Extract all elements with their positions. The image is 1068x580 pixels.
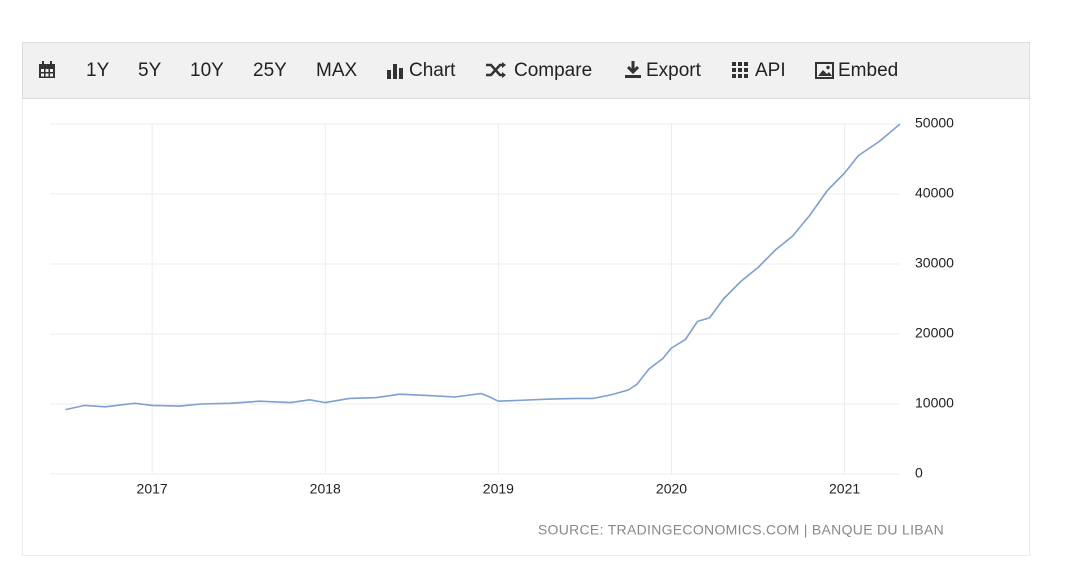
- chart-icon: [387, 64, 403, 79]
- x-tick-label: 2019: [483, 481, 514, 497]
- y-tick-label: 40000: [915, 185, 954, 201]
- data-line: [65, 123, 901, 411]
- export-icon: [625, 61, 641, 78]
- export-button[interactable]: Export: [646, 60, 701, 81]
- x-tick-label: 2018: [310, 481, 341, 497]
- range-button[interactable]: MAX: [316, 60, 358, 81]
- toolbar: 1Y 5Y 10Y 25Y MAX Chart Compare Export A…: [22, 42, 1030, 99]
- api-icon: [732, 62, 748, 78]
- compare-icon: [486, 62, 506, 78]
- x-tick-label: 2020: [656, 481, 687, 497]
- source-note: SOURCE: TRADINGECONOMICS.COM | BANQUE DU…: [538, 522, 944, 538]
- embed-icon: [815, 62, 834, 79]
- range-button[interactable]: 10Y: [190, 60, 224, 81]
- y-tick-label: 30000: [915, 255, 954, 271]
- y-tick-label: 20000: [915, 325, 954, 341]
- api-button[interactable]: API: [755, 60, 786, 81]
- y-tick-label: 50000: [915, 115, 954, 131]
- y-tick-label: 10000: [915, 395, 954, 411]
- y-tick-label: 0: [915, 465, 923, 481]
- compare-button[interactable]: Compare: [514, 60, 593, 81]
- chart-button[interactable]: Chart: [409, 60, 456, 81]
- embed-button[interactable]: Embed: [838, 60, 899, 81]
- range-button[interactable]: 1Y: [86, 60, 110, 81]
- x-tick-label: 2017: [137, 481, 168, 497]
- range-button[interactable]: 5Y: [138, 60, 162, 81]
- calendar-icon[interactable]: [38, 61, 56, 79]
- range-button[interactable]: 25Y: [253, 60, 287, 81]
- x-tick-label: 2021: [829, 481, 860, 497]
